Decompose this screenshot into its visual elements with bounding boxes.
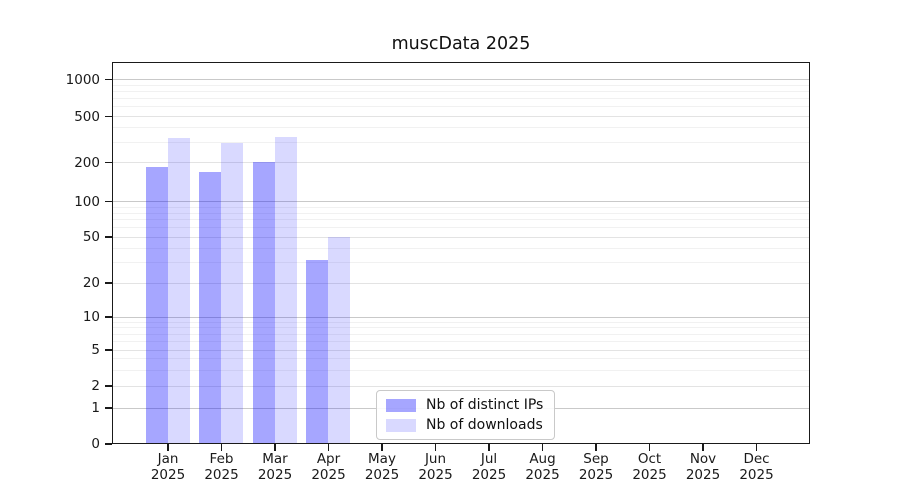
legend-swatch-distinct-ips-icon bbox=[386, 398, 416, 412]
x-tick-label: Dec 2025 bbox=[739, 451, 774, 483]
minor-gridline bbox=[113, 369, 809, 371]
bar-distinct-ips-feb bbox=[199, 171, 222, 443]
bar-distinct-ips-mar bbox=[252, 161, 275, 443]
plot-area bbox=[112, 62, 810, 444]
x-axis-tick bbox=[648, 444, 651, 451]
bar-distinct-ips-apr bbox=[306, 259, 329, 443]
bar-distinct-ips-jan bbox=[145, 167, 168, 443]
x-axis-tick bbox=[702, 444, 704, 451]
x-tick-label: Jan 2025 bbox=[150, 451, 186, 483]
y-axis-tick bbox=[105, 407, 112, 409]
minor-gridline bbox=[113, 212, 809, 214]
minor-gridline bbox=[113, 84, 809, 86]
y-axis-tick bbox=[105, 161, 112, 164]
y-tick-label: 500 bbox=[74, 108, 100, 125]
minor-gridline bbox=[113, 91, 809, 93]
x-axis-tick bbox=[595, 444, 597, 451]
x-tick-label: Nov 2025 bbox=[685, 451, 721, 483]
x-tick-label: Sep 2025 bbox=[578, 451, 614, 483]
x-tick-label: Aug 2025 bbox=[525, 451, 560, 483]
x-axis-tick bbox=[541, 444, 544, 451]
y-axis-tick bbox=[105, 282, 112, 284]
legend-label-downloads: Nb of downloads bbox=[426, 417, 543, 433]
x-tick-label: May 2025 bbox=[364, 451, 400, 483]
bar-downloads-feb bbox=[221, 143, 244, 443]
bars-layer bbox=[113, 63, 809, 443]
bar-downloads-jan bbox=[167, 138, 190, 443]
minor-gridline bbox=[113, 206, 809, 208]
x-axis-tick bbox=[434, 444, 437, 451]
major-gridline bbox=[113, 116, 809, 118]
minor-gridline bbox=[113, 227, 809, 229]
minor-gridline bbox=[113, 327, 809, 329]
y-tick-label: 0 bbox=[91, 436, 100, 452]
x-tick-label: Oct 2025 bbox=[632, 451, 667, 483]
legend-swatch-downloads-icon bbox=[386, 418, 416, 432]
minor-gridline bbox=[113, 219, 809, 221]
x-axis-tick bbox=[167, 444, 169, 451]
y-axis-tick bbox=[105, 316, 112, 318]
bar-downloads-apr bbox=[328, 237, 351, 443]
y-tick-label: 1000 bbox=[65, 71, 100, 88]
y-axis-tick bbox=[105, 200, 112, 203]
minor-gridline bbox=[113, 321, 809, 323]
major-gridline bbox=[113, 236, 809, 238]
minor-gridline bbox=[113, 247, 809, 249]
y-axis-tick bbox=[105, 385, 112, 387]
x-tick-label: Mar 2025 bbox=[257, 451, 293, 483]
y-axis-tick bbox=[105, 115, 112, 118]
y-tick-label: 200 bbox=[74, 154, 100, 171]
minor-gridline bbox=[113, 341, 809, 343]
legend-label-distinct-ips: Nb of distinct IPs bbox=[426, 397, 544, 413]
x-axis-tick bbox=[755, 444, 758, 451]
y-tick-label: 100 bbox=[74, 193, 100, 210]
y-axis-tick bbox=[105, 443, 112, 445]
x-axis-tick bbox=[381, 444, 383, 451]
x-axis-tick bbox=[488, 444, 490, 451]
minor-gridline bbox=[113, 106, 809, 108]
minor-gridline bbox=[113, 358, 809, 360]
major-gridline bbox=[113, 79, 809, 81]
x-axis-tick bbox=[327, 444, 330, 451]
major-gridline bbox=[113, 385, 809, 387]
x-tick-label: Jun 2025 bbox=[418, 451, 453, 483]
minor-gridline bbox=[113, 98, 809, 100]
x-axis-tick bbox=[220, 444, 223, 451]
chart-title: muscData 2025 bbox=[391, 34, 531, 54]
y-tick-label: 2 bbox=[91, 378, 100, 394]
y-axis-tick bbox=[105, 236, 112, 238]
y-tick-label: 5 bbox=[91, 342, 100, 358]
x-axis-tick bbox=[274, 444, 276, 451]
major-gridline bbox=[113, 349, 809, 351]
x-tick-label: Feb 2025 bbox=[204, 451, 239, 483]
y-tick-label: 20 bbox=[82, 275, 100, 291]
minor-gridline bbox=[113, 262, 809, 264]
minor-gridline bbox=[113, 127, 809, 129]
major-gridline bbox=[113, 282, 809, 284]
y-axis-tick bbox=[105, 349, 112, 351]
major-gridline bbox=[113, 201, 809, 203]
y-axis-tick bbox=[105, 78, 112, 81]
y-tick-label: 1 bbox=[91, 400, 100, 416]
y-tick-label: 50 bbox=[82, 229, 100, 245]
minor-gridline bbox=[113, 333, 809, 335]
x-tick-label: Jul 2025 bbox=[471, 451, 507, 483]
y-tick-label: 10 bbox=[82, 309, 100, 325]
x-tick-label: Apr 2025 bbox=[311, 451, 346, 483]
legend-item-downloads: Nb of downloads bbox=[386, 417, 543, 433]
major-gridline bbox=[113, 316, 809, 318]
bar-downloads-mar bbox=[274, 136, 297, 443]
minor-gridline bbox=[113, 141, 809, 143]
legend-item-distinct-ips: Nb of distinct IPs bbox=[386, 397, 543, 413]
major-gridline bbox=[113, 162, 809, 164]
legend: Nb of distinct IPs Nb of downloads bbox=[376, 390, 556, 440]
